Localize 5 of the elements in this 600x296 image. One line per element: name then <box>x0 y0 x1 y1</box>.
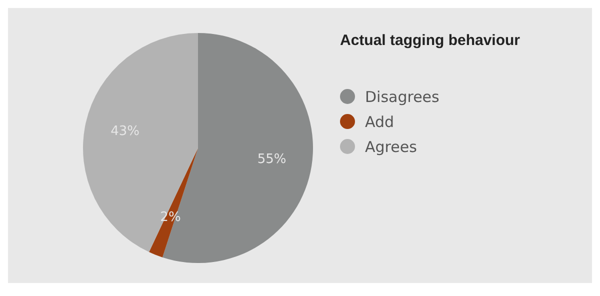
legend-label: Disagrees <box>365 88 440 106</box>
legend-label: Agrees <box>365 138 417 156</box>
chart-title: Actual tagging behaviour <box>340 32 520 49</box>
data-label: 55% <box>257 152 286 168</box>
legend-label: Add <box>365 112 394 130</box>
